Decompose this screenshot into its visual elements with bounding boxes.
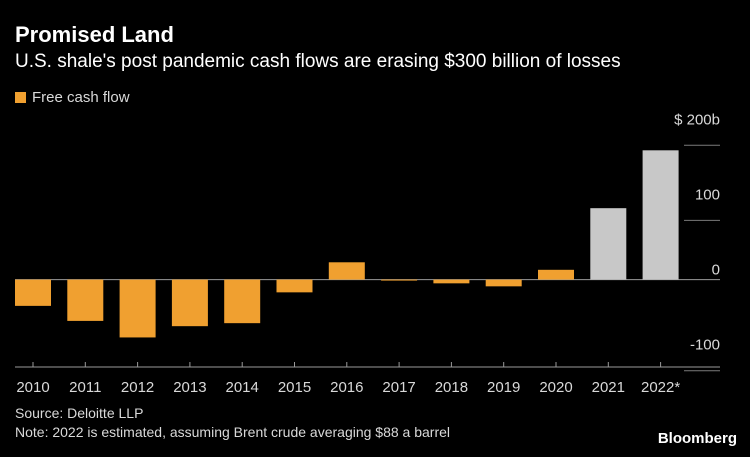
x-tick-label: 2022*	[641, 379, 680, 396]
brand-logo: Bloomberg	[657, 430, 737, 447]
x-tick-label: 2015	[278, 379, 311, 396]
chart-title: Promised Land	[15, 22, 174, 47]
bar	[590, 208, 627, 280]
x-tick-label: 2010	[16, 379, 49, 396]
source-note: Source: Deloitte LLP	[15, 405, 144, 421]
bar	[381, 279, 418, 281]
footnote: Note: 2022 is estimated, assuming Brent …	[15, 424, 451, 440]
bar	[328, 262, 365, 280]
y-tick-label: -100	[690, 337, 720, 354]
bar	[15, 279, 51, 306]
x-tick-label: 2012	[121, 379, 154, 396]
legend-label: Free cash flow	[32, 89, 130, 106]
bar	[485, 279, 522, 287]
y-tick-label: 100	[695, 186, 720, 203]
bar	[119, 279, 156, 338]
x-tick-label: 2011	[69, 379, 101, 396]
x-tick-label: 2020	[539, 379, 572, 396]
y-tick-label: 0	[712, 262, 720, 279]
x-tick-label: 2014	[226, 379, 259, 396]
legend-swatch	[15, 92, 26, 103]
bar	[171, 279, 208, 327]
bar	[67, 279, 104, 321]
bar	[642, 150, 679, 280]
bar	[276, 279, 313, 293]
x-tick-label: 2018	[435, 379, 468, 396]
x-tick-label: 2021	[592, 379, 625, 396]
bar-chart: $ 200b 100 0 -100 2010 2011 2012 2013 2014 2015 20…	[15, 111, 720, 396]
x-tick-label: 2019	[487, 379, 520, 396]
x-tick-label: 2016	[330, 379, 363, 396]
x-tick-label: 2017	[382, 379, 415, 396]
bar	[433, 279, 470, 284]
legend: Free cash flow	[15, 89, 130, 106]
bar	[538, 269, 574, 280]
chart-subtitle: U.S. shale's post pandemic cash flows ar…	[15, 51, 621, 72]
bar	[224, 279, 261, 324]
y-tick-label: $ 200b	[674, 111, 720, 128]
x-tick-label: 2013	[173, 379, 206, 396]
